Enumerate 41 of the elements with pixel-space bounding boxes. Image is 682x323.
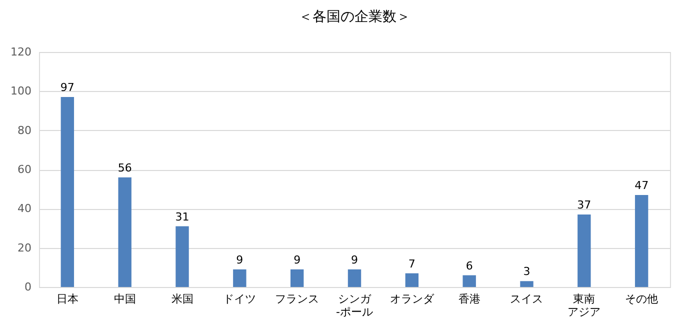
data-label: 56 [118, 161, 132, 174]
data-label: 9 [236, 253, 244, 266]
x-tick-label: 中国 [114, 292, 136, 306]
x-tick-label: その他 [625, 292, 658, 306]
y-tick-label: 120 [10, 46, 32, 58]
data-label: 31 [175, 210, 190, 224]
bar [60, 97, 74, 287]
data-label: 37 [577, 198, 592, 212]
data-label: 97 [60, 81, 74, 94]
x-tick-label: スイス [510, 292, 544, 306]
x-tick-label: 日本 [56, 292, 78, 306]
bar [405, 273, 419, 287]
y-tick-label: 0 [24, 280, 32, 294]
x-tick-label: オランダ [390, 292, 435, 306]
y-tick-label: 20 [18, 241, 32, 254]
bar [520, 281, 534, 287]
data-label: 9 [294, 253, 301, 266]
bar [578, 214, 591, 287]
data-label: 6 [466, 259, 473, 272]
bar [233, 269, 246, 287]
bar [634, 194, 648, 287]
y-tick-label: 40 [18, 202, 32, 216]
data-label: 3 [523, 265, 530, 278]
x-tick-label: 香港 [458, 292, 480, 306]
x-tick-label: ドイツ [223, 292, 256, 306]
bar [462, 275, 476, 287]
x-tick-label: 東南アジア [568, 292, 601, 318]
bar [176, 226, 189, 287]
x-tick-label: フランス [275, 292, 320, 306]
bar [290, 269, 304, 287]
y-tick-label: 100 [10, 84, 32, 98]
chart-title: ＜各国の企業数＞ [298, 9, 410, 25]
data-label: 7 [408, 257, 416, 270]
bar [348, 269, 362, 287]
y-tick-label: 80 [18, 124, 32, 137]
bar [118, 177, 132, 287]
data-label: 47 [634, 178, 649, 192]
x-tick-label: 米国 [171, 292, 194, 306]
x-tick-label: シンガ-ポール [336, 292, 373, 318]
y-tick-label: 60 [18, 163, 32, 176]
data-label: 9 [351, 253, 358, 266]
